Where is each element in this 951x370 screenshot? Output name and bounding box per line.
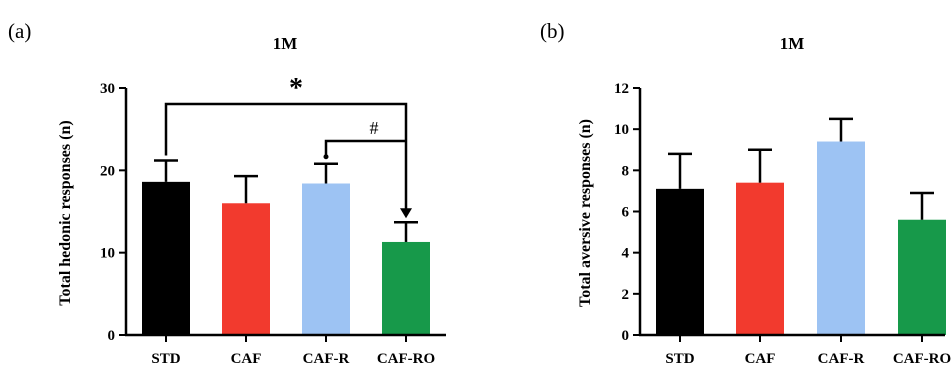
panel-a-x-tick-label: CAF-R [303,351,350,367]
panel-b-x-tick-label: CAF-R [818,351,865,367]
panel-a: (a) 1M Total hedonic responses (n) 0 10 20… [8,19,446,367]
panel-a-y-axis-label: Total hedonic responses (n) [57,120,74,305]
panel-a-x-tick-label: CAF-RO [377,351,435,367]
panel-b-bar-caf-r [817,141,865,335]
panel-a-x-tick-label: CAF [231,351,262,367]
panel-b-x-tick-label: CAF [745,351,776,367]
panel-a-y-tick-label: 20 [100,163,115,179]
panel-b-bar-std [656,188,704,335]
panel-b: (b) 1M Total aversive responses (n) 0 2 4 6… [540,19,951,367]
panel-b-x-tick-label: STD [665,351,694,367]
panel-a-title: 1M [273,34,298,53]
panel-b-y-tick-label: 10 [614,122,629,138]
panel-b-label: (b) [540,19,565,43]
panel-a-bar-caf-r [302,183,350,335]
significance-star-label: * [289,73,303,104]
panel-b-bar-caf-ro [898,219,946,335]
panel-b-y-tick-label: 4 [622,246,630,262]
panel-a-bar-caf [222,203,270,335]
panel-b-y-tick-label: 8 [622,163,630,179]
panel-b-title: 1M [780,34,805,53]
panel-b-y-tick-label: 2 [622,287,630,303]
panel-a-y-tick-label: 10 [100,246,115,262]
panel-b-y-tick-label: 12 [614,81,629,97]
panel-a-bar-std [142,181,190,335]
significance-bracket-hash [324,139,406,157]
panel-b-y-axis-label: Total aversive responses (n) [577,119,594,307]
significance-bracket-hash-end [323,154,329,160]
significance-bracket-star [164,102,408,213]
panel-a-x-tick-label: STD [151,351,180,367]
panel-b-x-tick-label: CAF-RO [893,351,951,367]
significance-arrowhead-star [400,208,412,219]
panel-b-y-tick-label: 6 [622,205,630,221]
panel-a-y-tick-label: 0 [108,328,116,344]
panel-a-bar-caf-ro [382,241,430,335]
panel-a-label: (a) [8,19,31,43]
significance-hash-label: # [370,118,379,138]
panel-b-bar-caf [736,182,784,335]
panel-a-y-tick-label: 30 [100,81,115,97]
panel-b-y-tick-label: 0 [622,328,630,344]
